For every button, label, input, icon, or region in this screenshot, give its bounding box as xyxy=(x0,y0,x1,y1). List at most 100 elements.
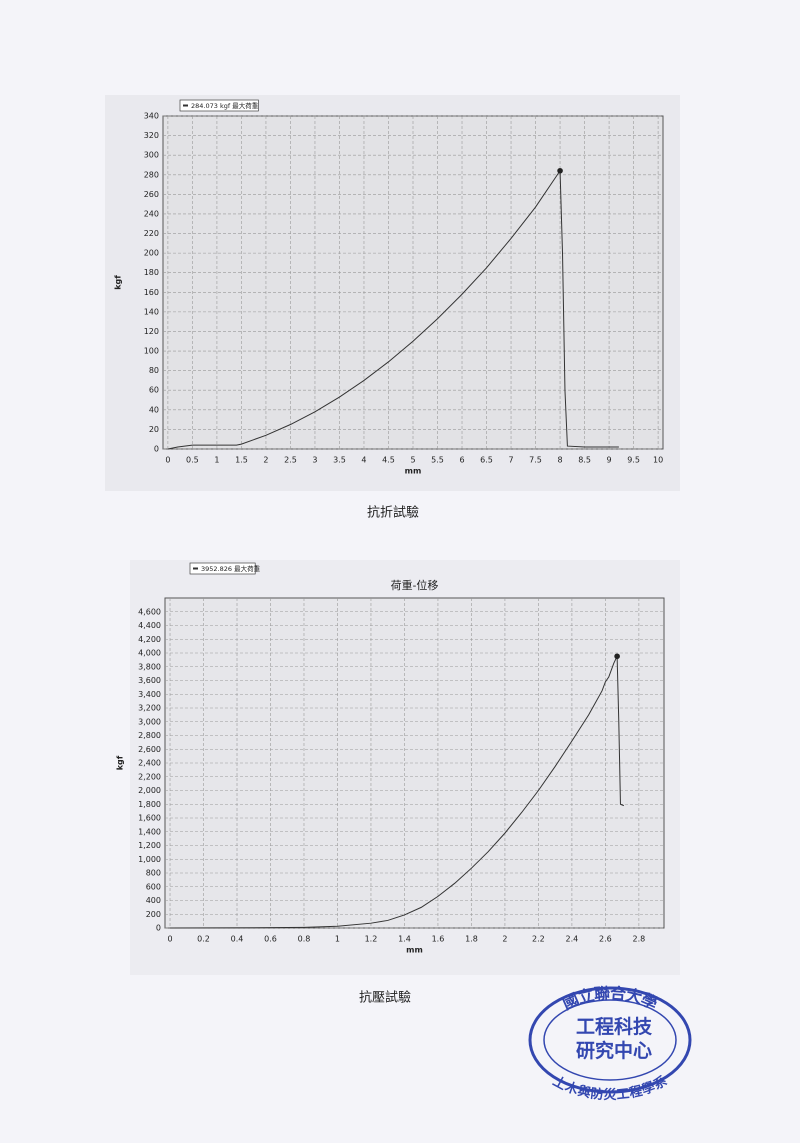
x-tick-label: 8 xyxy=(558,456,563,465)
y-tick-label: 140 xyxy=(144,307,159,316)
stamp-bottom: 土木與防災工程學系 xyxy=(550,1073,669,1103)
y-tick-label: 80 xyxy=(149,366,159,375)
x-tick-label: 0 xyxy=(167,935,172,944)
y-tick-label: 3,400 xyxy=(138,690,161,699)
x-tick-label: 1.6 xyxy=(432,935,445,944)
x-tick-label: 9 xyxy=(607,456,612,465)
x-tick-label: 3 xyxy=(312,456,317,465)
y-tick-label: 1,200 xyxy=(138,841,161,850)
y-tick-label: 800 xyxy=(146,869,161,878)
y-tick-label: 4,600 xyxy=(138,607,161,616)
x-tick-label: 1.5 xyxy=(235,456,248,465)
y-tick-label: 100 xyxy=(144,347,159,356)
x-tick-label: 5.5 xyxy=(431,456,444,465)
y-tick-label: 60 xyxy=(149,386,159,395)
y-tick-label: 120 xyxy=(144,327,159,336)
y-tick-label: 2,000 xyxy=(138,786,161,795)
y-axis-label: kgf xyxy=(114,275,123,290)
y-tick-label: 4,400 xyxy=(138,621,161,630)
x-tick-label: 8.5 xyxy=(578,456,591,465)
x-tick-label: 7.5 xyxy=(529,456,542,465)
stamp-ring xyxy=(543,999,677,1081)
y-tick-label: 4,000 xyxy=(138,649,161,658)
x-tick-label: 4.5 xyxy=(382,456,395,465)
x-tick-label: 0.6 xyxy=(264,935,277,944)
y-tick-label: 600 xyxy=(146,882,161,891)
y-axis-label: kgf xyxy=(116,755,125,770)
peak-marker xyxy=(614,653,620,660)
x-tick-label: 0 xyxy=(165,456,170,465)
y-tick-label: 400 xyxy=(146,896,161,905)
y-tick-label: 240 xyxy=(144,209,159,218)
y-tick-label: 220 xyxy=(144,229,159,238)
x-tick-label: 10 xyxy=(653,456,663,465)
y-tick-label: 2,800 xyxy=(138,731,161,740)
y-tick-label: 2,200 xyxy=(138,772,161,781)
x-tick-label: 1 xyxy=(335,935,340,944)
x-tick-label: 9.5 xyxy=(627,456,640,465)
y-tick-label: 340 xyxy=(144,112,159,121)
stamp-line: 研究中心 xyxy=(576,1039,652,1062)
y-tick-label: 260 xyxy=(144,190,159,199)
y-tick-label: 40 xyxy=(149,405,159,414)
x-tick-label: 1 xyxy=(214,456,219,465)
x-tick-label: 0.2 xyxy=(197,935,210,944)
x-tick-label: 4 xyxy=(361,456,366,465)
x-tick-label: 3.5 xyxy=(333,456,346,465)
legend-box xyxy=(189,562,256,575)
y-tick-label: 160 xyxy=(144,288,159,297)
x-tick-label: 2 xyxy=(263,456,268,465)
y-tick-label: 1,600 xyxy=(138,814,161,823)
chart-title: 荷重-位移 xyxy=(391,578,439,592)
stamp-line: 工程科技 xyxy=(576,1015,653,1038)
x-tick-label: 7 xyxy=(508,456,513,465)
y-tick-label: 280 xyxy=(144,170,159,179)
x-tick-label: 0.8 xyxy=(298,935,311,944)
x-tick-label: 5 xyxy=(410,456,415,465)
y-tick-label: 2,400 xyxy=(138,759,161,768)
x-tick-label: 2.8 xyxy=(633,935,646,944)
series-line xyxy=(170,656,625,929)
legend-label: 284.073 kgf 最大荷重 xyxy=(191,101,259,110)
y-tick-label: 0 xyxy=(154,445,159,454)
x-tick-label: 2.6 xyxy=(599,935,612,944)
stamp-bottom-text: 土木與防災工程學系 xyxy=(550,1073,669,1103)
y-tick-label: 1,000 xyxy=(138,855,161,864)
y-tick-label: 300 xyxy=(144,151,159,160)
x-tick-label: 6.5 xyxy=(480,456,493,465)
x-tick-label: 1.4 xyxy=(398,935,411,944)
stamp-ring xyxy=(528,986,692,1094)
x-tick-label: 2.5 xyxy=(284,456,297,465)
y-tick-label: 4,200 xyxy=(138,635,161,644)
y-tick-label: 3,600 xyxy=(138,676,161,685)
x-tick-label: 1.2 xyxy=(365,935,378,944)
y-tick-label: 0 xyxy=(156,924,161,933)
x-tick-label: 0.5 xyxy=(186,456,199,465)
y-tick-label: 2,600 xyxy=(138,745,161,754)
x-axis-label: mm xyxy=(406,946,423,955)
plot-area xyxy=(164,597,665,929)
caption: 抗壓試驗 xyxy=(359,990,411,1006)
y-tick-label: 3,800 xyxy=(138,662,161,671)
x-tick-label: 1.8 xyxy=(465,935,478,944)
y-tick-label: 200 xyxy=(146,910,161,919)
y-tick-label: 20 xyxy=(149,425,159,434)
stamp: 國立聯合大學 土木與防災工程學系 工程科技 研究中心 xyxy=(528,983,692,1103)
y-tick-label: 3,000 xyxy=(138,717,161,726)
peak-marker xyxy=(557,167,563,174)
x-tick-label: 0.4 xyxy=(231,935,244,944)
legend-box xyxy=(179,99,259,112)
y-tick-label: 1,800 xyxy=(138,800,161,809)
x-axis-label: mm xyxy=(405,467,422,476)
x-tick-label: 2.4 xyxy=(566,935,579,944)
caption: 抗折試驗 xyxy=(367,505,419,521)
y-tick-label: 320 xyxy=(144,131,159,140)
x-tick-label: 2.2 xyxy=(532,935,545,944)
legend-label: 3952.826 最大荷重 xyxy=(201,564,261,573)
y-tick-label: 180 xyxy=(144,268,159,277)
y-tick-label: 1,400 xyxy=(138,827,161,836)
series-line xyxy=(167,169,619,450)
y-tick-label: 200 xyxy=(144,249,159,258)
